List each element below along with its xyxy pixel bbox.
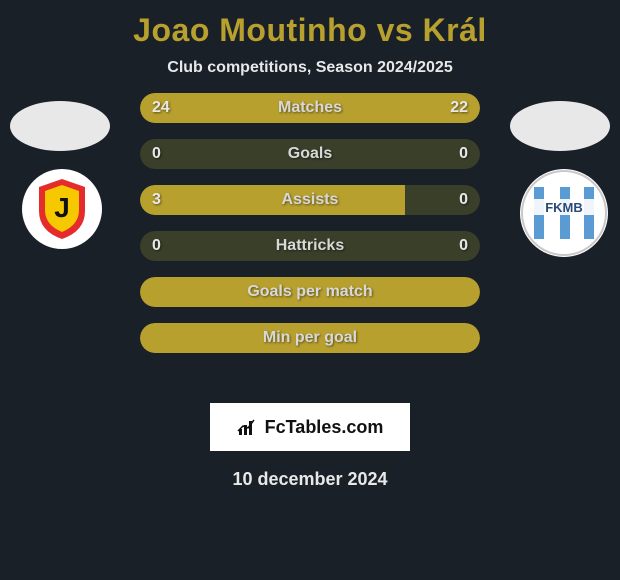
stat-value-right: 22 <box>450 93 468 123</box>
stat-label: Goals per match <box>140 277 480 307</box>
stat-label: Goals <box>140 139 480 169</box>
stat-label: Matches <box>140 93 480 123</box>
club-badge-left: J <box>22 169 102 249</box>
stat-row: 24 22Matches <box>140 93 480 123</box>
page-title: Joao Moutinho vs Král <box>0 0 620 49</box>
stat-row: 0 0Hattricks <box>140 231 480 261</box>
subtitle: Club competitions, Season 2024/2025 <box>0 59 620 77</box>
stat-label: Min per goal <box>140 323 480 353</box>
stat-value-right: 0 <box>459 185 468 215</box>
stat-row: 0 0Goals <box>140 139 480 169</box>
stat-value-left: 0 <box>152 231 161 261</box>
brand-text: FcTables.com <box>265 417 384 438</box>
stat-label: Hattricks <box>140 231 480 261</box>
stat-label: Assists <box>140 185 480 215</box>
stat-value-left: 0 <box>152 139 161 169</box>
club-badge-right: FKMB <box>520 169 608 257</box>
stat-value-left: 24 <box>152 93 170 123</box>
stat-value-right: 0 <box>459 231 468 261</box>
player-right-avatar <box>510 101 610 151</box>
comparison-area: J FKMB 2422Matches00Goals30Assists00Hatt… <box>0 101 620 401</box>
svg-text:J: J <box>54 192 70 223</box>
brand-badge: FcTables.com <box>210 403 410 451</box>
stat-row: 3 0Assists <box>140 185 480 215</box>
stat-row: Min per goal <box>140 323 480 353</box>
chart-icon <box>237 417 259 437</box>
svg-text:FKMB: FKMB <box>545 200 583 215</box>
player-left-avatar <box>10 101 110 151</box>
mlada-boleslav-badge-icon: FKMB <box>520 169 608 257</box>
jagiellonia-shield-icon: J <box>35 177 89 241</box>
stat-value-right: 0 <box>459 139 468 169</box>
stats-list: 2422Matches00Goals30Assists00HattricksGo… <box>140 93 480 369</box>
date-text: 10 december 2024 <box>0 469 620 490</box>
stat-row: Goals per match <box>140 277 480 307</box>
stat-value-left: 3 <box>152 185 161 215</box>
